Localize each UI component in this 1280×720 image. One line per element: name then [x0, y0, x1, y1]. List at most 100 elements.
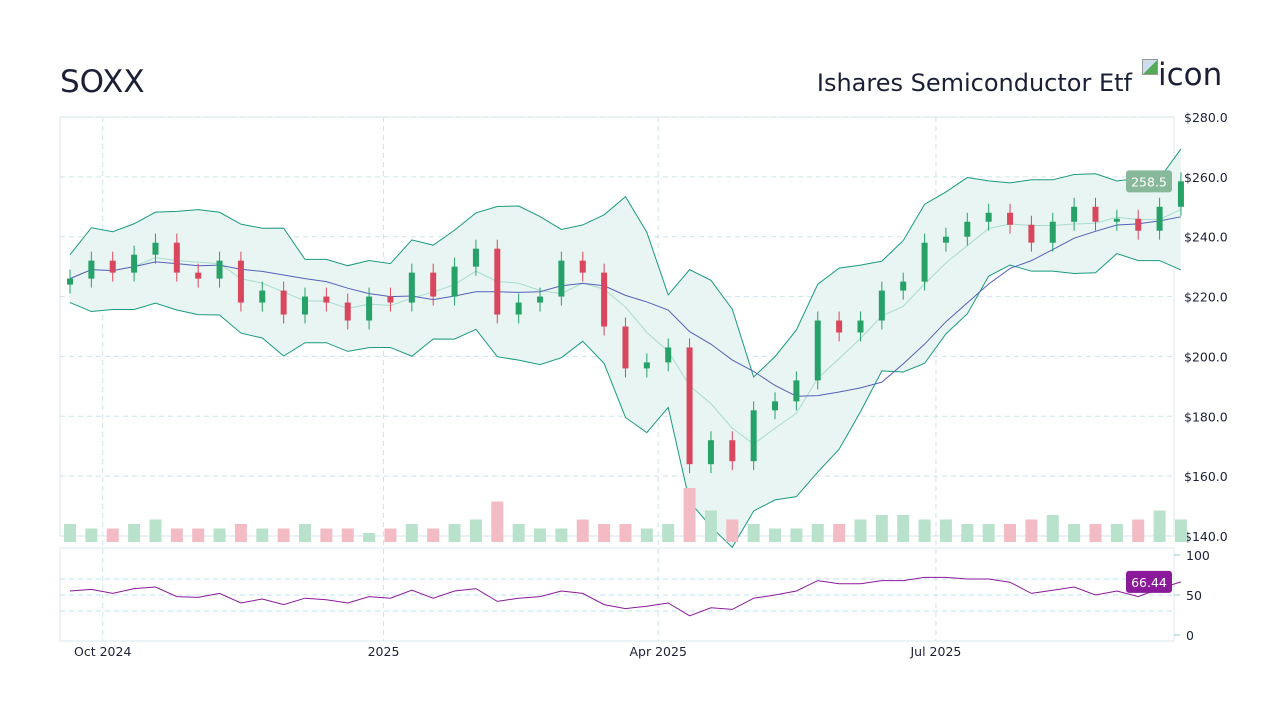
volume-bar: [982, 524, 995, 542]
candle-body: [88, 260, 95, 279]
volume-bar: [1132, 519, 1145, 542]
volume-bar: [769, 528, 782, 542]
candle-body: [1092, 206, 1099, 222]
volume-bar: [299, 524, 312, 542]
volume-bar: [811, 524, 824, 542]
volume-bar: [961, 524, 974, 542]
rsi-tick-label: 100: [1186, 548, 1210, 563]
volume-bar: [106, 528, 119, 542]
candle-body: [814, 320, 821, 381]
volume-bar: [704, 510, 717, 542]
volume-bar: [85, 528, 98, 542]
candle-body: [836, 320, 843, 333]
bollinger-middle: [69, 208, 1182, 445]
volume-bar: [320, 528, 333, 542]
candle-body: [67, 278, 73, 285]
volume-bar: [598, 524, 611, 542]
candle-body: [366, 296, 373, 321]
candle-body: [237, 260, 244, 303]
candle-body: [772, 401, 779, 411]
rsi-line: [69, 576, 1182, 617]
candle-body: [1007, 212, 1014, 225]
candle-body: [344, 302, 351, 321]
rsi-last-badge: [1126, 570, 1172, 593]
candle-body: [750, 410, 757, 462]
volume-bar: [619, 524, 632, 542]
candle-body: [1177, 181, 1184, 207]
moving-average-line: [69, 216, 1182, 397]
candle-body: [793, 380, 800, 402]
candle-body: [280, 290, 287, 315]
volume-bar: [170, 528, 183, 542]
volume-bar: [683, 488, 696, 542]
symbol-title: SOXX: [60, 64, 145, 100]
volume-bar: [427, 528, 440, 542]
volume-bar: [277, 528, 290, 542]
plot-border: [59, 116, 1175, 537]
volume-bar: [128, 524, 141, 542]
volume-bar: [149, 519, 162, 542]
x-tick-label: Jul 2025: [910, 644, 962, 659]
y-tick-label: $280.0: [1184, 110, 1228, 125]
candle-body: [942, 236, 949, 243]
candle-body: [857, 320, 864, 333]
candle-body: [1071, 206, 1078, 222]
volume-bar: [512, 524, 525, 542]
candle-body: [109, 260, 116, 273]
candle-body: [900, 281, 907, 291]
y-tick-label: $180.0: [1184, 409, 1228, 424]
volume-bar: [897, 515, 910, 542]
candle-body: [259, 290, 266, 303]
candle-body: [515, 302, 522, 315]
candle-body: [729, 440, 736, 462]
bollinger-lower: [69, 252, 1182, 549]
candle-body: [665, 347, 672, 363]
rsi-last-label: 66.44: [1131, 575, 1167, 590]
y-tick-label: $140.0: [1184, 529, 1228, 544]
instrument-name: Ishares Semiconductor Etf: [816, 69, 1132, 97]
volume-bar: [534, 528, 547, 542]
candle-body: [494, 248, 501, 315]
volume-bar: [576, 519, 589, 542]
x-tick-label: 2025: [368, 644, 400, 659]
volume-bar: [747, 524, 760, 542]
volume-bar: [1174, 519, 1187, 542]
volume-bar: [1153, 510, 1166, 542]
volume-bar: [1068, 524, 1081, 542]
candle-body: [964, 221, 971, 237]
candle-body: [686, 347, 693, 465]
x-tick-label: Apr 2025: [629, 644, 686, 659]
candle-body: [131, 254, 138, 273]
candle-body: [707, 440, 714, 465]
y-tick-label: $220.0: [1184, 290, 1228, 305]
candle-body: [601, 272, 608, 327]
candle-body: [216, 260, 223, 279]
volume-bar: [405, 524, 418, 542]
broken-image-icon: icon: [1142, 57, 1222, 93]
x-tick-label: Oct 2024: [74, 644, 131, 659]
volume-bar: [1110, 524, 1123, 542]
volume-bar: [833, 524, 846, 542]
last-price-badge: [1126, 170, 1172, 193]
volume-bar: [939, 519, 952, 542]
candle-body: [579, 260, 586, 273]
last-price-label: 258.5: [1131, 174, 1167, 189]
volume-bar: [64, 524, 76, 542]
volume-bar: [192, 528, 205, 542]
rsi-tick-label: 50: [1186, 588, 1202, 603]
candle-body: [408, 272, 415, 303]
volume-bar: [555, 528, 568, 542]
volume-bar: [1004, 524, 1017, 542]
candle-body: [921, 242, 928, 282]
candle-body: [1113, 218, 1120, 222]
volume-bar: [640, 528, 653, 542]
candle-body: [173, 242, 180, 273]
volume-bar: [363, 533, 376, 542]
y-tick-label: $200.0: [1184, 349, 1228, 364]
candle-body: [152, 242, 159, 255]
volume-bar: [234, 524, 247, 542]
candle-body: [1156, 206, 1163, 231]
volume-bar: [256, 528, 269, 542]
candle-body: [195, 272, 202, 279]
